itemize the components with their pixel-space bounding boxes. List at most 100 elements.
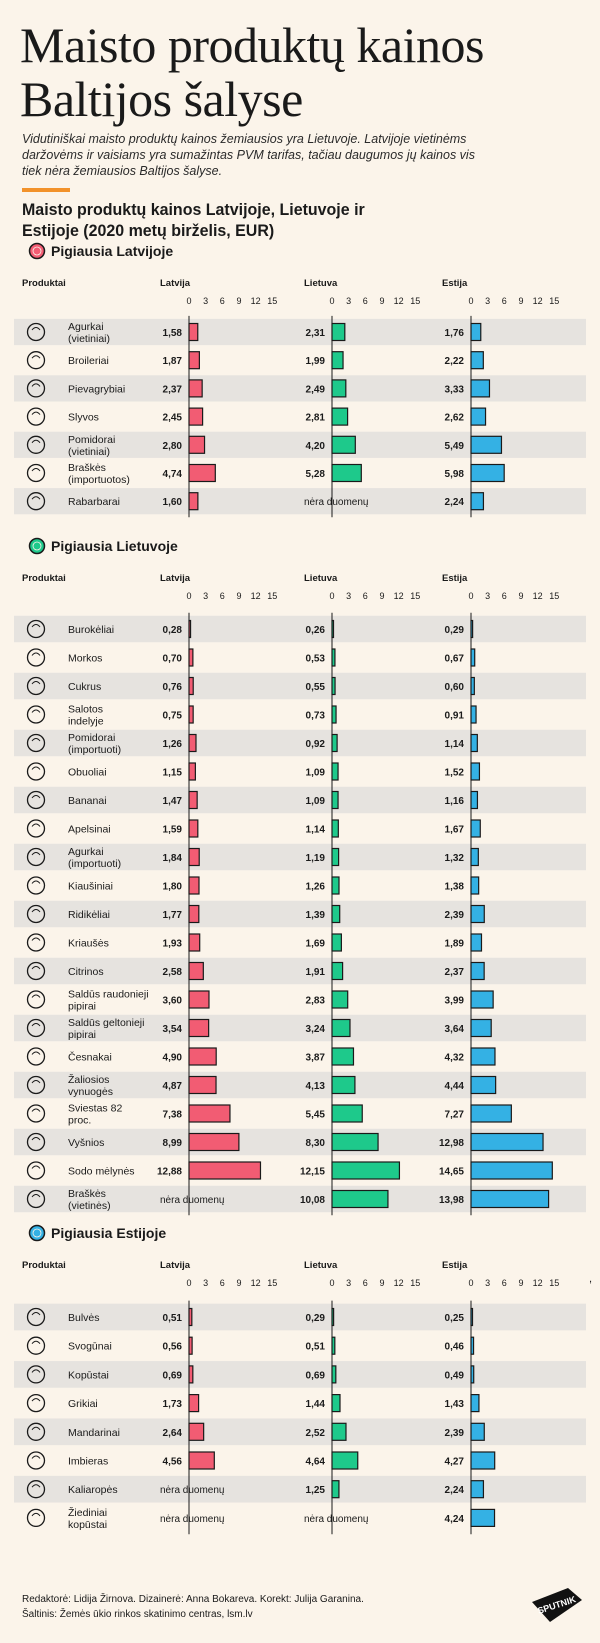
tick-label: 9 <box>379 591 384 601</box>
section-dot-inner <box>32 1228 42 1238</box>
value-label: 14,65 <box>439 1167 464 1178</box>
section-dot-inner <box>32 246 42 256</box>
tick-label: 12 <box>394 591 404 601</box>
product-name: Bulvės <box>68 1312 100 1324</box>
row-stripe <box>14 1361 586 1388</box>
row-stripe <box>14 615 586 643</box>
bar <box>331 379 347 398</box>
section-dot-inner <box>32 541 42 551</box>
bar <box>470 1336 475 1355</box>
cauliflower-icon-detail <box>31 1512 41 1517</box>
tick-label: 0 <box>468 296 473 306</box>
value-label: 12,88 <box>157 1167 182 1178</box>
bar <box>188 762 196 781</box>
tick-label: 15 <box>410 1278 420 1288</box>
product-name: pipirai <box>68 1029 96 1041</box>
column-header: Latvija <box>160 573 191 584</box>
chicken-leg-icon <box>26 351 46 370</box>
section-dot <box>28 537 46 555</box>
value-label: 12,15 <box>300 1167 325 1178</box>
bar <box>188 1307 193 1327</box>
bar <box>470 463 505 483</box>
bar <box>188 379 203 398</box>
column-header: Produktai <box>22 573 66 584</box>
mushroom-icon <box>26 379 46 398</box>
product-name: (importuotos) <box>68 474 130 486</box>
bar <box>470 619 474 639</box>
value-label: 0,91 <box>445 711 465 722</box>
onion-icon <box>26 1336 46 1355</box>
product-name: Braškės <box>68 462 106 474</box>
carrot-icon-detail <box>31 652 41 656</box>
bar <box>470 1393 480 1413</box>
tick-label: 9 <box>518 1278 523 1288</box>
chart-title: Maisto produktų kainos Latvijoje, Lietuv… <box>22 200 365 240</box>
value-label: 4,20 <box>306 441 326 452</box>
value-label: 0,26 <box>306 625 326 636</box>
bar <box>470 1161 553 1180</box>
tomato-icon-detail <box>31 439 41 444</box>
product-name: Bananai <box>68 795 107 807</box>
value-label: 0,92 <box>306 739 326 750</box>
row-stripe <box>14 375 586 402</box>
value-label: 7,38 <box>163 1110 183 1121</box>
value-label: 4,74 <box>163 469 183 480</box>
potato-icon-detail <box>31 1312 41 1316</box>
no-data-label: nėra duomenų <box>160 1195 225 1206</box>
tick-label: 6 <box>220 296 225 306</box>
value-label: 1,67 <box>445 825 465 836</box>
mushroom-icon-detail <box>31 383 41 387</box>
bar <box>331 1132 379 1152</box>
cabbage-icon <box>26 1365 46 1384</box>
strawberry-icon-detail <box>31 468 41 472</box>
value-label: 4,24 <box>445 1514 465 1525</box>
bar <box>188 351 200 370</box>
tick-label: 15 <box>549 591 559 601</box>
bar <box>331 1104 363 1123</box>
value-label: 1,87 <box>163 356 183 367</box>
product-name: Salotos <box>68 704 103 716</box>
product-name: (vietiniai) <box>68 333 110 345</box>
row-stripe <box>14 488 586 515</box>
bar <box>331 733 338 753</box>
bar <box>470 379 491 398</box>
value-label: 1,47 <box>163 796 183 807</box>
tick-label: 15 <box>267 296 277 306</box>
value-label: 0,55 <box>306 682 326 693</box>
tick-label: 0 <box>186 1278 191 1288</box>
value-label: 1,80 <box>163 882 183 893</box>
product-name: Cukrus <box>68 681 101 693</box>
bar <box>470 990 494 1009</box>
value-label: 4,90 <box>163 1053 183 1064</box>
bar <box>188 705 194 724</box>
bar <box>188 435 206 454</box>
value-label: 2,22 <box>445 356 465 367</box>
bar <box>331 435 356 454</box>
tick-label: 9 <box>236 296 241 306</box>
bar <box>470 790 479 810</box>
tick-label: 0 <box>186 296 191 306</box>
tick-label: 9 <box>518 296 523 306</box>
bar <box>331 1018 351 1038</box>
bar <box>331 1422 347 1441</box>
value-label: 13,98 <box>439 1195 464 1206</box>
strawberry-icon <box>26 463 46 483</box>
section-dot <box>28 242 46 260</box>
bar <box>188 847 200 867</box>
tick-label: 6 <box>502 1278 507 1288</box>
tick-label: 12 <box>533 591 543 601</box>
bar <box>331 648 336 667</box>
cucumber-icon-detail <box>31 327 41 331</box>
value-label: 1,52 <box>445 768 465 779</box>
bar <box>188 1104 231 1123</box>
value-label: 2,80 <box>163 441 183 452</box>
value-label: 2,37 <box>445 967 465 978</box>
bar <box>470 492 485 511</box>
bar <box>470 904 485 924</box>
tick-label: 9 <box>379 1278 384 1288</box>
product-name: Agurkai <box>68 846 104 858</box>
value-label: 1,77 <box>163 910 183 921</box>
page-title: Maisto produktų kainos Baltijos šalyse <box>20 18 590 126</box>
rhubarb-icon-detail <box>31 496 41 500</box>
